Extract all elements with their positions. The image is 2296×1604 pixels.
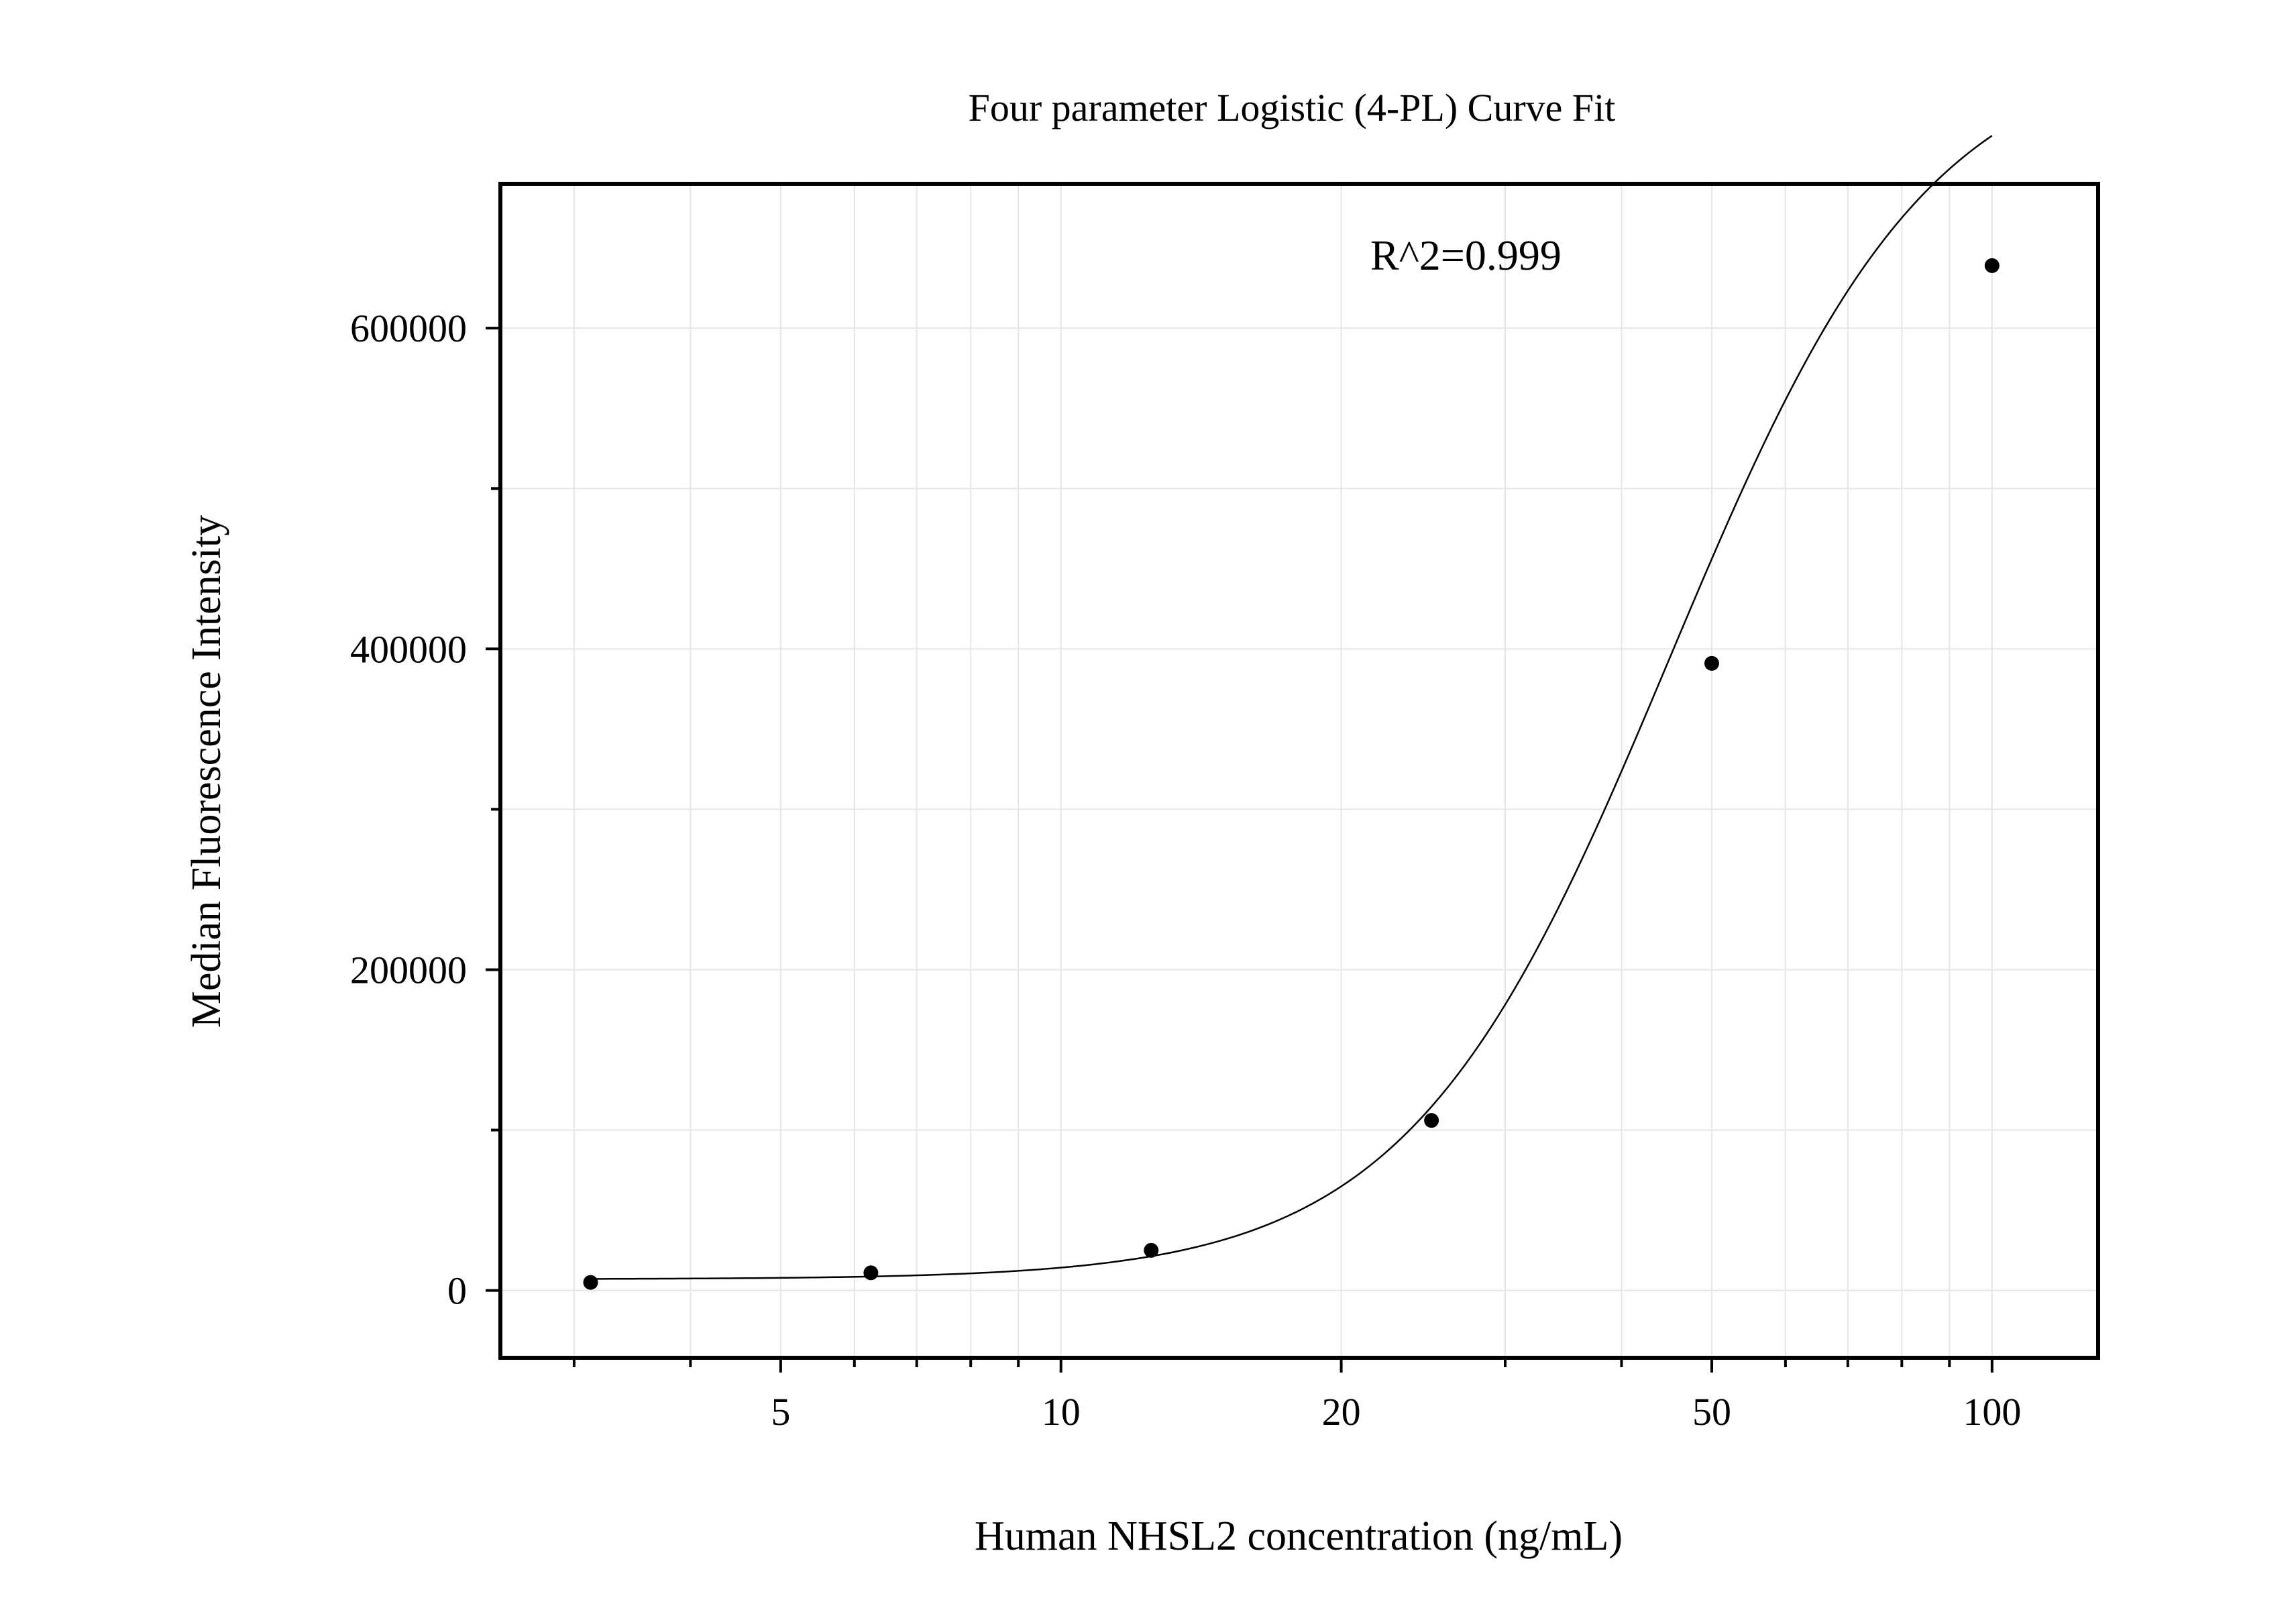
x-tick-label: 100 [1963, 1390, 2021, 1434]
data-point [1704, 655, 1719, 671]
grid-lines [500, 184, 2098, 1358]
axis-tick-labels: 5 10 20 50 100 0 200000 400000 600000 [350, 307, 2021, 1434]
plot-frame [498, 182, 2100, 1360]
x-tick-label: 20 [1322, 1390, 1361, 1434]
data-point [863, 1265, 879, 1281]
y-tick-label: 200000 [350, 948, 467, 992]
data-points [583, 258, 2000, 1290]
y-tick-label: 600000 [350, 307, 467, 350]
x-tick-label: 10 [1042, 1390, 1081, 1434]
axis-ticks [486, 327, 1993, 1373]
y-tick-label: 400000 [350, 627, 467, 671]
data-point [1424, 1113, 1439, 1128]
y-tick-label: 0 [447, 1269, 467, 1313]
fit-curve-line [590, 135, 1993, 1280]
r-squared-annotation: R^2=0.999 [1370, 231, 1562, 279]
data-point [1984, 258, 2000, 273]
x-tick-label: 50 [1692, 1390, 1731, 1434]
y-axis-label: Median Fluorescence Intensity [184, 515, 229, 1028]
x-tick-label: 5 [771, 1390, 790, 1434]
x-axis-label: Human NHSL2 concentration (ng/mL) [975, 1513, 1623, 1559]
data-point [1144, 1242, 1159, 1258]
chart-title: Four parameter Logistic (4-PL) Curve Fit [969, 86, 1616, 129]
data-point [583, 1275, 598, 1290]
